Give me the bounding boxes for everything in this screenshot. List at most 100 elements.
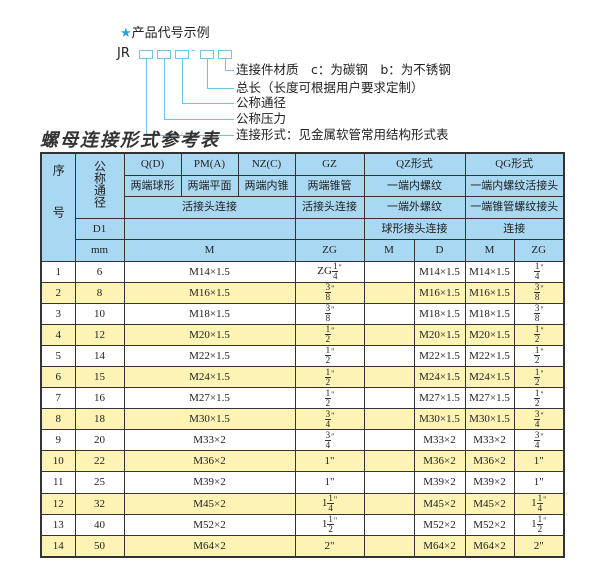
desc-connection: 连接形式：见金属软管常用结构形式表 bbox=[236, 127, 449, 142]
cell-zg: 3 4 " bbox=[294, 408, 365, 431]
cell-qg-zg: 3 8 " bbox=[513, 281, 565, 304]
cell-m: M22×1.5 bbox=[123, 344, 296, 367]
header-seq: 序号 bbox=[40, 152, 76, 262]
cell-zg: 3 4 " bbox=[294, 429, 365, 452]
cell-no: 1 bbox=[40, 260, 76, 283]
code-box-connection bbox=[139, 50, 153, 59]
cell-no: 12 bbox=[40, 492, 76, 515]
header-blank bbox=[123, 217, 296, 240]
header-qg-m: M bbox=[464, 239, 515, 262]
cell-qz-d: M24×1.5 bbox=[413, 365, 466, 389]
table-row: 8 18 M30×1.5 3 4 " M30×1.5 M30×1.5 3 4 " bbox=[40, 408, 565, 431]
cell-qg-m: M24×1.5 bbox=[464, 365, 515, 389]
cell-m: M18×1.5 bbox=[123, 302, 296, 325]
header-qg-zg: ZG bbox=[513, 239, 565, 262]
cell-qg-m: M39×2 bbox=[464, 471, 515, 494]
cell-no: 6 bbox=[40, 365, 76, 389]
table-row: 4 12 M20×1.5 1 2 " M20×1.5 M20×1.5 1 2 " bbox=[40, 323, 565, 346]
cell-no: 9 bbox=[40, 429, 76, 452]
header-pm-desc: 两端平面 bbox=[180, 174, 239, 197]
cell-dn: 14 bbox=[74, 344, 125, 367]
desc-material: 连接件材质 c：为碳钢 b：为不锈钢 bbox=[236, 62, 451, 77]
table-row: 1 6 M14×1.5 ZG 1 4 " M14×1.5 M14×1.5 1 4 " bbox=[40, 260, 565, 283]
header-gz-union: 活接头连接 bbox=[294, 196, 365, 219]
desc-pressure: 公称压力 bbox=[236, 111, 287, 126]
cell-qz-d: M14×1.5 bbox=[413, 260, 466, 283]
cell-qz-m bbox=[363, 534, 415, 558]
cell-dn: 16 bbox=[74, 387, 125, 410]
cell-no: 4 bbox=[40, 323, 76, 346]
cell-qz-d: M30×1.5 bbox=[413, 408, 466, 431]
cell-m: M24×1.5 bbox=[123, 365, 296, 389]
table-title: 螺母连接形式参考表 bbox=[40, 130, 220, 151]
header-nz: NZ(C) bbox=[237, 152, 296, 176]
cell-zg: 3 8 " bbox=[294, 302, 365, 325]
cell-qg-zg: 1 1 4 " bbox=[513, 492, 565, 515]
cell-no: 14 bbox=[40, 534, 76, 558]
header-qg-desc2: 一端锥管螺纹接头 bbox=[464, 196, 565, 219]
cell-no: 2 bbox=[40, 281, 76, 304]
header-qz: QZ形式 bbox=[363, 152, 466, 176]
cell-dn: 10 bbox=[74, 302, 125, 325]
code-box-diameter bbox=[175, 50, 189, 59]
code-dash: - bbox=[191, 43, 196, 57]
star-icon: ★ bbox=[120, 26, 132, 41]
cell-qz-m bbox=[363, 365, 415, 389]
cell-zg: 1 1 2 " bbox=[294, 513, 365, 536]
nut-connection-table: 序号 公称通径 Q(D) PM(A) NZ(C) GZ QZ形式 QG形式 两端… bbox=[40, 152, 565, 558]
cell-dn: 50 bbox=[74, 534, 125, 558]
cell-qz-d: M36×2 bbox=[413, 450, 466, 473]
header-nz-desc: 两端内锥 bbox=[237, 174, 296, 197]
cell-m: M16×1.5 bbox=[123, 281, 296, 304]
header-qz-m: M bbox=[363, 239, 415, 262]
cell-m: M39×2 bbox=[123, 471, 296, 494]
cell-zg: 1" bbox=[294, 471, 365, 494]
code-box-material bbox=[218, 50, 232, 59]
header-q: Q(D) bbox=[123, 152, 182, 176]
cell-m: M14×1.5 bbox=[123, 260, 296, 283]
cell-dn: 8 bbox=[74, 281, 125, 304]
cell-qg-m: M20×1.5 bbox=[464, 323, 515, 346]
desc-diameter: 公称通径 bbox=[236, 95, 287, 110]
cell-qz-m bbox=[363, 450, 415, 473]
cell-zg: 1" bbox=[294, 450, 365, 473]
cell-qz-m bbox=[363, 281, 415, 304]
header-d1: D1 bbox=[74, 217, 125, 240]
header-qz-d: D bbox=[413, 239, 466, 262]
cell-m: M33×2 bbox=[123, 429, 296, 452]
cell-qg-zg: 1 4 " bbox=[513, 260, 565, 283]
cell-qg-zg: 2" bbox=[513, 534, 565, 558]
cell-m: M36×2 bbox=[123, 450, 296, 473]
header-qz-desc1: 一端内螺纹 bbox=[363, 174, 466, 197]
cell-no: 5 bbox=[40, 344, 76, 367]
cell-qz-m bbox=[363, 492, 415, 515]
table-row: 3 10 M18×1.5 3 8 " M18×1.5 M18×1.5 3 8 " bbox=[40, 302, 565, 325]
cell-qz-d: M22×1.5 bbox=[413, 344, 466, 367]
header-m: M bbox=[123, 239, 296, 262]
cell-qg-zg: 3 4 " bbox=[513, 408, 565, 431]
cell-qg-zg: 3 4 " bbox=[513, 429, 565, 452]
cell-qg-m: M16×1.5 bbox=[464, 281, 515, 304]
header-gz-blank bbox=[294, 217, 365, 240]
cell-dn: 32 bbox=[74, 492, 125, 515]
cell-qz-d: M27×1.5 bbox=[413, 387, 466, 410]
cell-qz-m bbox=[363, 513, 415, 536]
cell-dn: 12 bbox=[74, 323, 125, 346]
example-title: ★产品代号示例 bbox=[120, 22, 210, 41]
header-zg: ZG bbox=[294, 239, 365, 262]
table-row: 13 40 M52×2 1 1 2 " M52×2 M52×2 1 1 2 " bbox=[40, 513, 565, 536]
code-box-length bbox=[200, 50, 214, 59]
header-pm: PM(A) bbox=[180, 152, 239, 176]
header-qg: QG形式 bbox=[464, 152, 565, 176]
example-title-text: 产品代号示例 bbox=[131, 26, 210, 41]
